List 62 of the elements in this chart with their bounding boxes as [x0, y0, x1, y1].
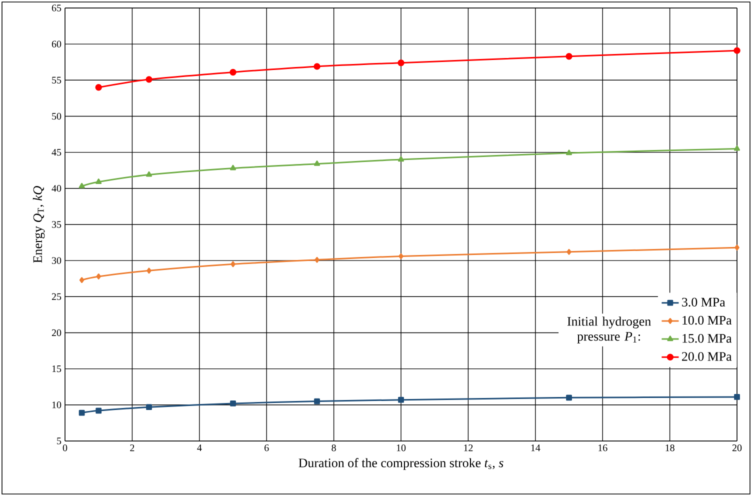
- point: [566, 248, 572, 255]
- point: [230, 261, 236, 268]
- x-tick-label: 10: [396, 444, 406, 452]
- point: [566, 150, 572, 156]
- legend-title: Initial hydrogen pressure P$_{1}$:: [567, 316, 651, 344]
- y-axis-title: Energy Q$_{T}$, kQ: [32, 186, 45, 263]
- y-tick-label: 65: [52, 4, 62, 12]
- x-tick-label: 2: [130, 444, 134, 452]
- y-tick-label: 45: [52, 148, 62, 156]
- point: [398, 396, 404, 403]
- point: [398, 253, 404, 260]
- y-tick-label: 5: [57, 438, 62, 444]
- point: [734, 244, 740, 251]
- x-tick-label: 14: [531, 444, 540, 452]
- legend-label: 15.0 MPa: [682, 334, 732, 343]
- y-tick-label: 40: [52, 185, 62, 192]
- y-tick-label: 60: [52, 40, 62, 48]
- x-tick-label: 6: [264, 444, 269, 452]
- legend-label: 10.0 MPa: [682, 316, 732, 325]
- point: [314, 63, 320, 70]
- y-tick-label: 35: [52, 221, 62, 228]
- point: [96, 178, 102, 184]
- x-tick-label: 18: [666, 444, 674, 452]
- point: [146, 76, 152, 83]
- legend-label: 20.0 MPa: [682, 352, 732, 361]
- x-tick-label: 12: [464, 444, 473, 452]
- y-tick-label: 55: [52, 76, 62, 84]
- point: [734, 47, 740, 54]
- x-tick-label: 0: [62, 444, 68, 452]
- point: [566, 394, 572, 401]
- point: [146, 404, 152, 410]
- point: [314, 160, 320, 166]
- x-tick-label: 20: [732, 444, 742, 452]
- point: [734, 145, 740, 151]
- point: [566, 52, 572, 60]
- x-tick-label: 16: [598, 444, 608, 452]
- point: [78, 410, 85, 416]
- point: [95, 84, 102, 91]
- y-tick-label: 15: [52, 365, 62, 372]
- point: [79, 277, 84, 284]
- point: [96, 273, 102, 280]
- point: [96, 408, 102, 414]
- y-tick-label: 30: [52, 257, 62, 264]
- point: [314, 256, 320, 263]
- point: [398, 59, 404, 66]
- point: [230, 400, 236, 406]
- point: [146, 268, 152, 274]
- legend-label: 3.0 MPa: [682, 298, 726, 307]
- point: [230, 68, 236, 76]
- x-tick-label: 4: [197, 444, 202, 452]
- point: [230, 164, 236, 170]
- y-tick-label: 20: [52, 329, 62, 336]
- y-tick-label: 10: [52, 402, 62, 408]
- x-tick-label: 8: [332, 444, 336, 452]
- y-tick-label: 50: [52, 112, 62, 120]
- y-tick-label: 25: [52, 293, 62, 300]
- point: [734, 394, 740, 400]
- point: [398, 156, 404, 162]
- x-axis-title: Duration of the compression stroke t$_{s}$, s: [298, 458, 504, 470]
- point: [314, 398, 320, 404]
- point: [78, 182, 85, 188]
- point: [146, 171, 152, 177]
